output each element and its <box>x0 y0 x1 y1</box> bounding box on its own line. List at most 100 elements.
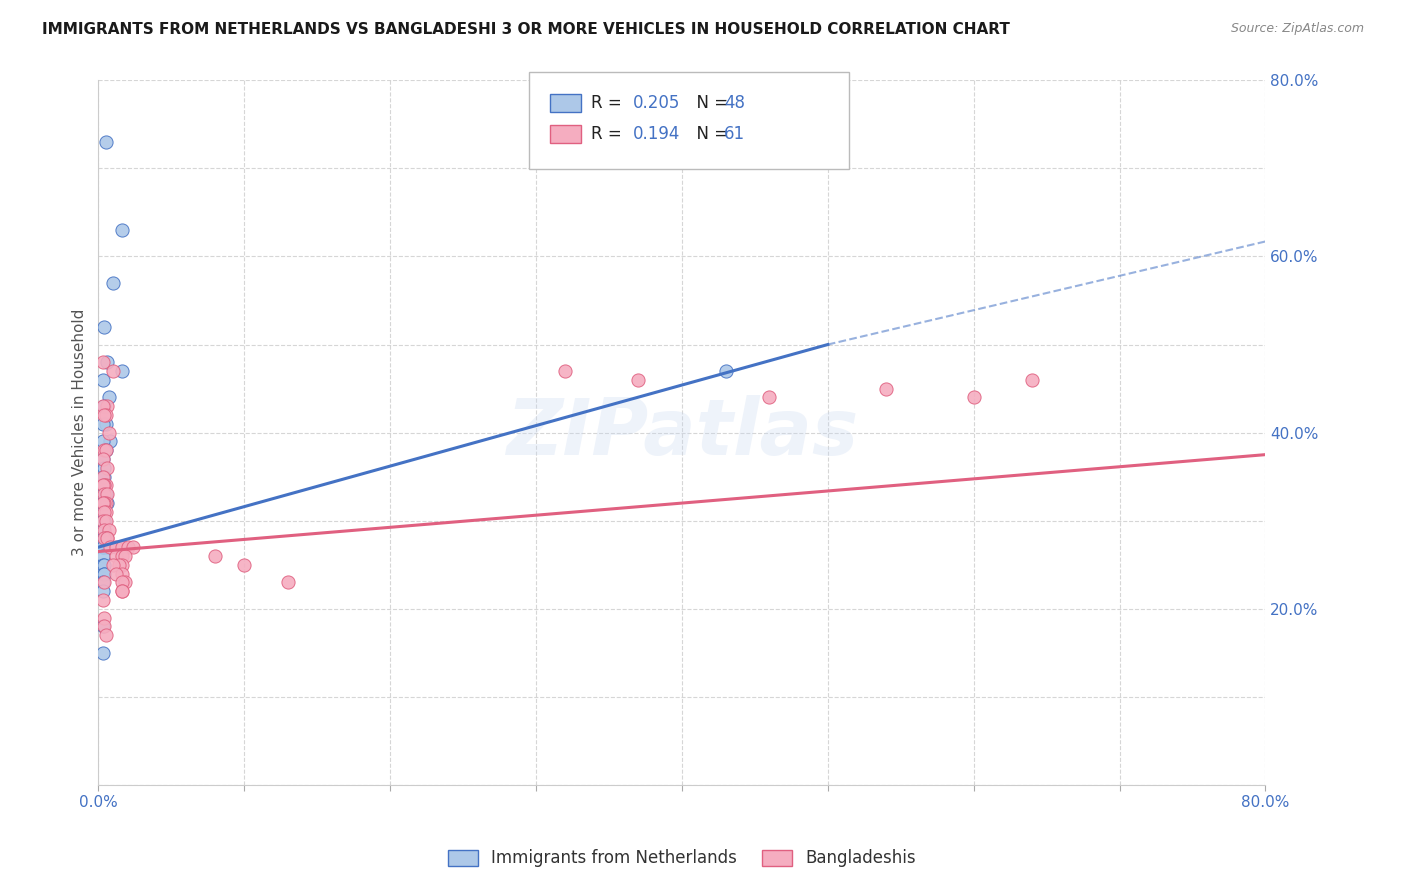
Point <box>93 496 115 510</box>
Point <box>93 531 115 545</box>
Point <box>108 558 131 572</box>
Text: 0.205: 0.205 <box>633 94 681 112</box>
Point <box>94 487 117 501</box>
Point <box>98 540 121 554</box>
Point <box>94 531 117 545</box>
Point <box>114 549 136 563</box>
Point <box>93 460 115 475</box>
Point <box>91 514 114 528</box>
Point <box>91 514 114 528</box>
Point <box>114 575 136 590</box>
Text: 0.194: 0.194 <box>633 125 681 143</box>
Point <box>101 276 124 290</box>
Point <box>91 496 114 510</box>
Text: N =: N = <box>686 125 734 143</box>
Point <box>104 566 127 581</box>
Point <box>96 540 118 554</box>
Point <box>94 505 117 519</box>
Point <box>96 531 118 545</box>
Point <box>101 558 124 572</box>
Text: IMMIGRANTS FROM NETHERLANDS VS BANGLADESHI 3 OR MORE VEHICLES IN HOUSEHOLD CORRE: IMMIGRANTS FROM NETHERLANDS VS BANGLADES… <box>42 22 1010 37</box>
Point <box>91 452 114 467</box>
Point <box>93 566 115 581</box>
Point <box>93 319 115 334</box>
Point <box>96 487 118 501</box>
Point <box>97 523 120 537</box>
Point <box>204 549 226 563</box>
Point <box>93 408 115 422</box>
Point <box>91 505 114 519</box>
Point <box>233 558 256 572</box>
Point <box>277 575 299 590</box>
Point <box>91 417 114 431</box>
Point <box>91 478 114 492</box>
Point <box>91 523 114 537</box>
Point <box>91 505 114 519</box>
Point <box>111 566 134 581</box>
Point <box>1021 373 1043 387</box>
Point <box>96 399 118 413</box>
Point <box>91 434 114 449</box>
Text: N =: N = <box>686 94 734 112</box>
Point <box>91 549 114 563</box>
Point <box>94 135 117 149</box>
Point <box>94 443 117 458</box>
Point <box>93 469 115 483</box>
Point <box>91 540 114 554</box>
Point <box>91 373 114 387</box>
Point <box>91 469 114 483</box>
Point <box>111 364 134 378</box>
Point <box>91 496 114 510</box>
Point <box>111 549 134 563</box>
Point <box>94 628 117 642</box>
Point <box>91 452 114 467</box>
Point <box>93 610 115 624</box>
Point <box>91 469 114 483</box>
Point <box>111 575 134 590</box>
Point <box>91 540 114 554</box>
Point <box>94 531 117 545</box>
Point <box>111 223 134 237</box>
Point <box>94 417 117 431</box>
Text: R =: R = <box>591 125 627 143</box>
Point <box>91 355 114 369</box>
Point <box>104 549 127 563</box>
Point <box>875 382 897 396</box>
Text: ZIPatlas: ZIPatlas <box>506 394 858 471</box>
Point <box>91 593 114 607</box>
Point <box>93 514 115 528</box>
Point <box>554 364 576 378</box>
Point <box>93 478 115 492</box>
Point <box>94 408 117 422</box>
Y-axis label: 3 or more Vehicles in Household: 3 or more Vehicles in Household <box>72 309 87 557</box>
Point <box>91 619 114 633</box>
Point <box>93 487 115 501</box>
Point <box>122 540 145 554</box>
Point <box>96 531 118 545</box>
Point <box>101 364 124 378</box>
Point <box>111 584 134 599</box>
Point <box>962 391 984 405</box>
Point <box>104 540 127 554</box>
Point <box>91 478 114 492</box>
Text: 61: 61 <box>724 125 745 143</box>
Point <box>91 399 114 413</box>
Point <box>96 355 118 369</box>
Point <box>93 496 115 510</box>
Text: R =: R = <box>591 94 627 112</box>
Point <box>91 523 114 537</box>
Point <box>91 575 114 590</box>
Point <box>93 443 115 458</box>
Point <box>111 540 134 554</box>
Point <box>111 584 134 599</box>
Point <box>97 391 120 405</box>
Point <box>98 434 121 449</box>
Point <box>93 505 115 519</box>
Point <box>91 646 114 660</box>
Legend: Immigrants from Netherlands, Bangladeshis: Immigrants from Netherlands, Bangladeshi… <box>441 843 922 874</box>
Point <box>111 558 134 572</box>
Point <box>627 373 650 387</box>
Point <box>93 399 115 413</box>
Point <box>93 478 115 492</box>
Point <box>117 540 139 554</box>
